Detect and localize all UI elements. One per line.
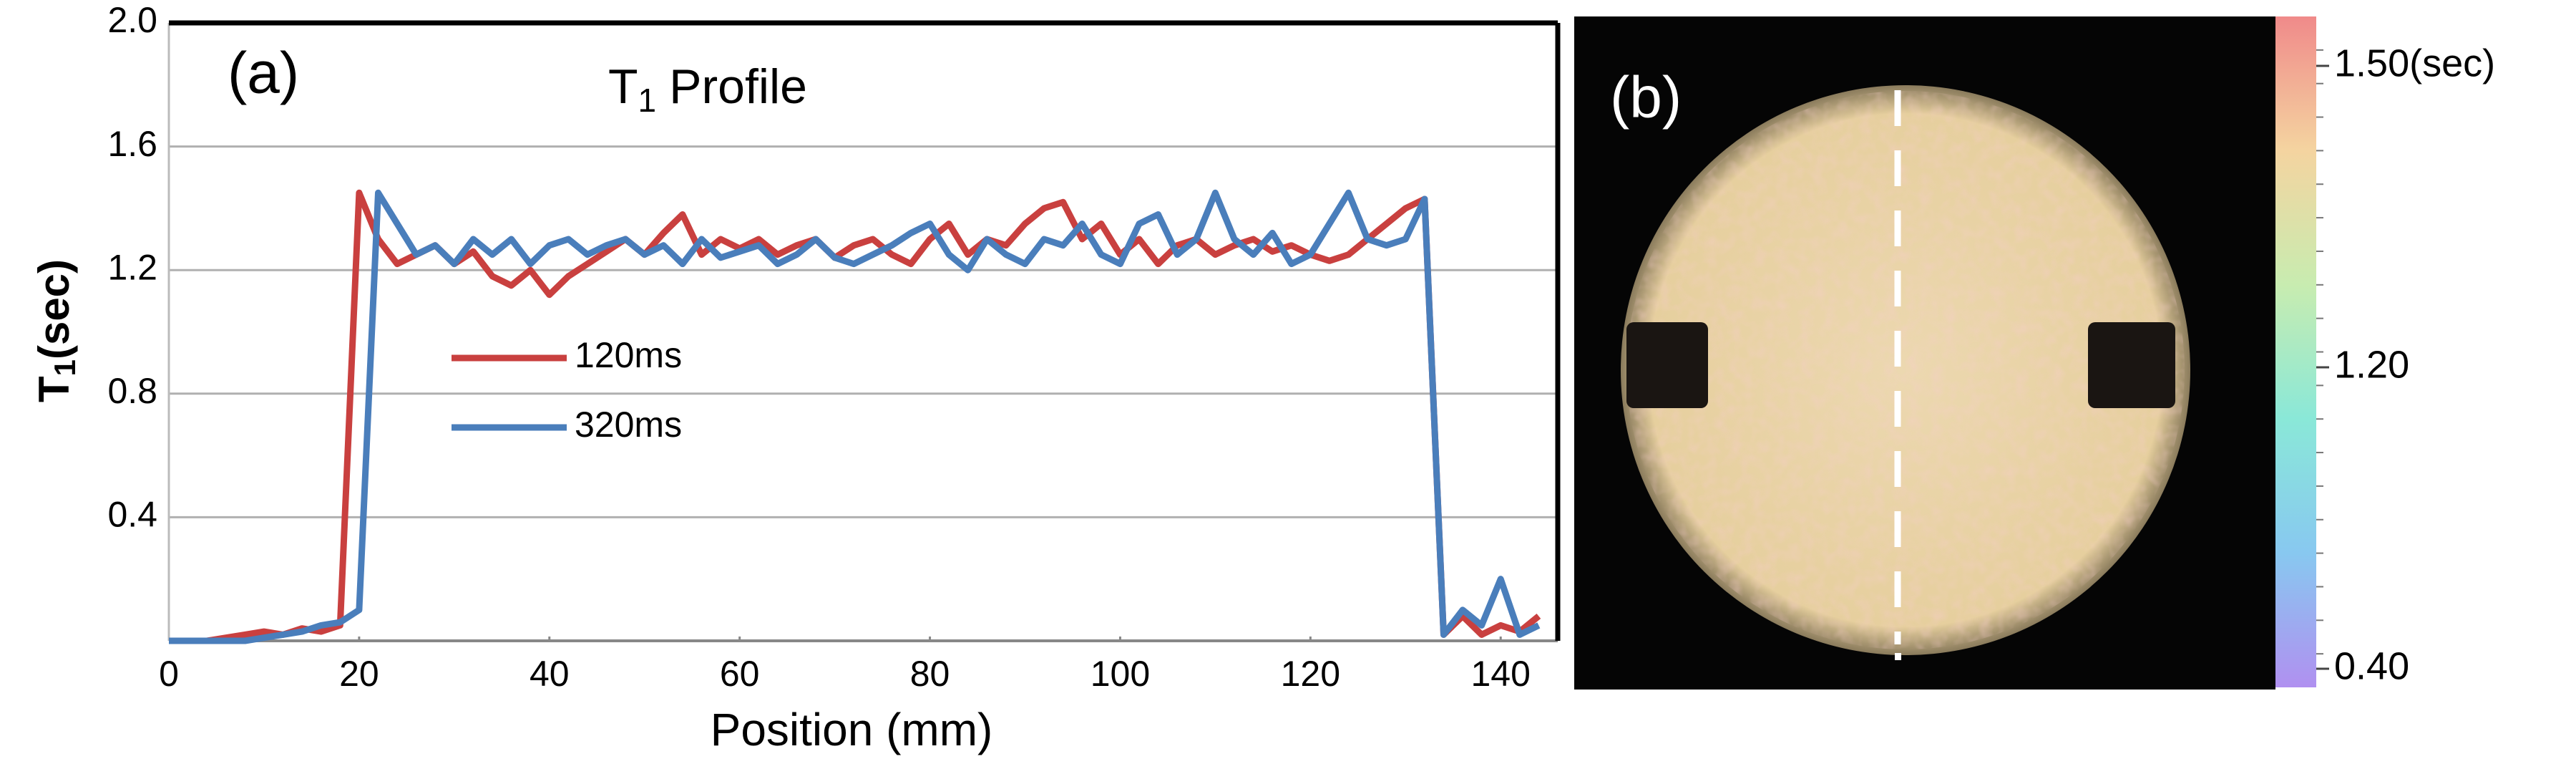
x-tick-label: 80 bbox=[910, 654, 950, 694]
title-rest: Profile bbox=[669, 59, 807, 114]
ylabel-rest: (sec) bbox=[30, 259, 78, 359]
y-tick-label: 0.4 bbox=[107, 495, 157, 535]
series-line bbox=[169, 189, 1541, 644]
y-axis-label: T1(sec) bbox=[30, 259, 82, 402]
insert-left bbox=[1626, 322, 1708, 408]
y-tick-label: 1.2 bbox=[107, 247, 157, 287]
panel-label: (a) bbox=[228, 41, 299, 106]
x-axis-label: Position (mm) bbox=[711, 704, 993, 755]
x-tick-label: 0 bbox=[159, 654, 179, 694]
ylabel-subscript: 1 bbox=[48, 359, 82, 376]
x-tick-label: 60 bbox=[720, 654, 760, 694]
x-tick-label: 20 bbox=[339, 654, 379, 694]
chart-title: T1 Profile bbox=[608, 59, 807, 119]
panel-label: (b) bbox=[1610, 65, 1682, 130]
title-main: T bbox=[608, 59, 638, 114]
ylabel-main: T bbox=[30, 376, 78, 402]
x-tick-label: 40 bbox=[530, 654, 570, 694]
legend-label: 320ms bbox=[575, 405, 682, 445]
y-tick-label: 1.6 bbox=[107, 124, 157, 164]
colorbar-tick-label: 0.40 bbox=[2334, 644, 2409, 687]
x-tick-label: 100 bbox=[1091, 654, 1150, 694]
y-tick-label: 2.0 bbox=[107, 0, 157, 40]
colorbar-tick-label: 1.50(sec) bbox=[2334, 42, 2495, 84]
title-subscript: 1 bbox=[638, 82, 657, 119]
x-tick-label: 140 bbox=[1471, 654, 1531, 694]
y-tick-label: 0.8 bbox=[107, 371, 157, 411]
legend-label: 120ms bbox=[575, 335, 682, 375]
x-tick-label: 120 bbox=[1281, 654, 1340, 694]
profile-end bbox=[1895, 653, 1901, 660]
phantom-texture bbox=[1626, 91, 2185, 649]
colorbar bbox=[2275, 16, 2316, 687]
insert-right bbox=[2088, 322, 2175, 408]
colorbar-tick-label: 1.20 bbox=[2334, 343, 2409, 386]
